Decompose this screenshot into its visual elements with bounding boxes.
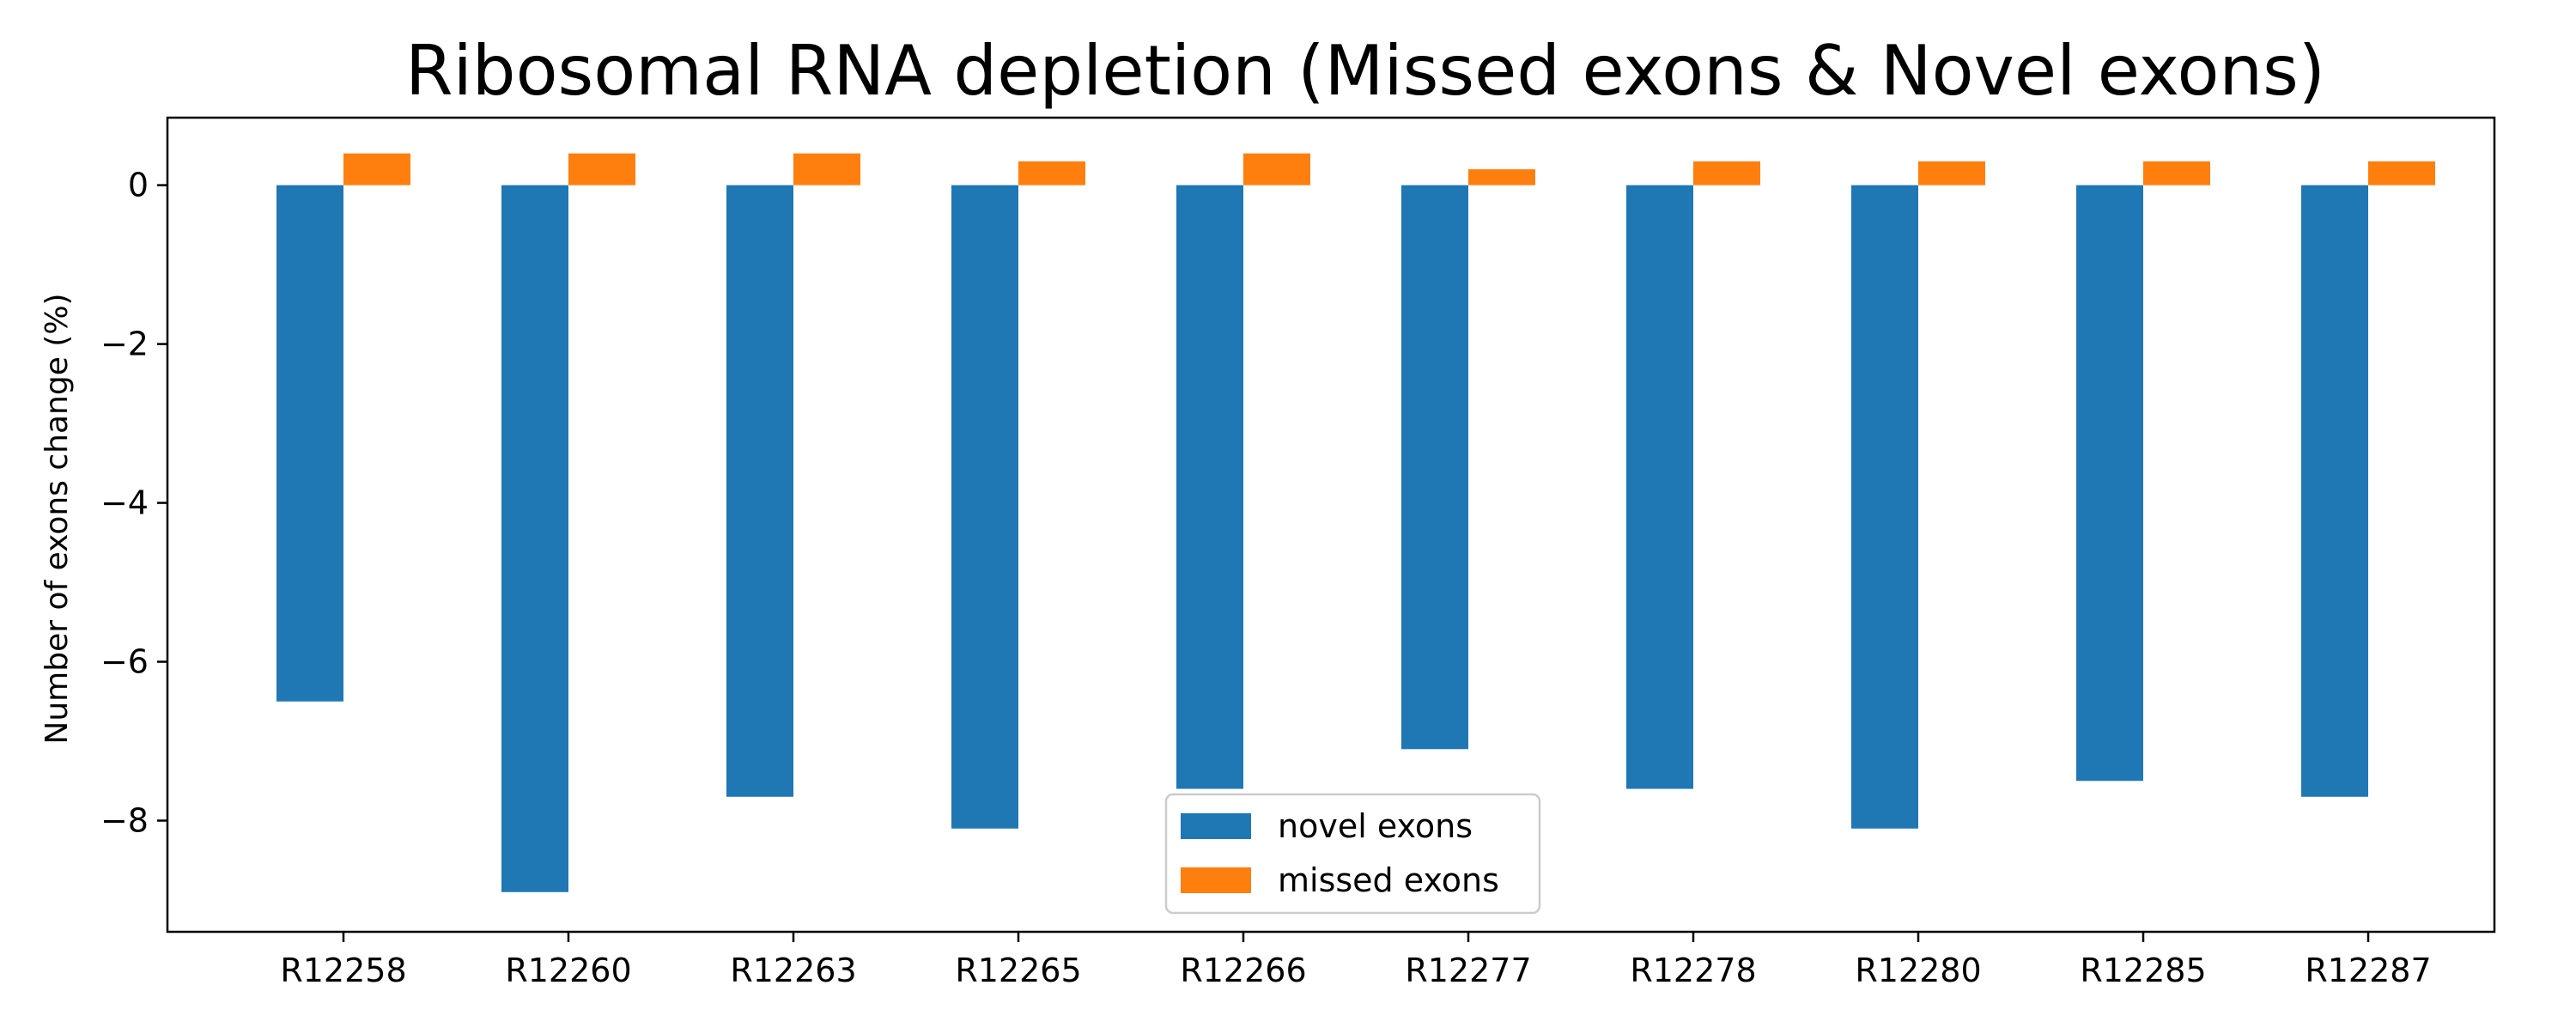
novel-exons-bar-R12260 [501,185,568,892]
legend-label-novel-exons: novel exons [1278,807,1473,845]
legend-swatch-missed-exons [1181,867,1251,893]
x-tick-label: R12278 [1630,952,1756,989]
y-axis-title: Number of exons change (%) [39,293,75,744]
ticks-layer: R12258 R12260 R12263 R12265 R12266 R12277 R122… [100,167,2432,989]
novel-exons-bar-R12280 [1851,185,1918,829]
x-tick-label: R12260 [505,952,631,989]
novel-exons-bar-R12285 [2076,185,2143,782]
x-tick-label: R12265 [955,952,1081,989]
plot-frame [166,116,2496,934]
novel-exons-bar-R12287 [2301,185,2368,797]
novel-exons-bar-R12266 [1176,185,1243,789]
legend-label-missed-exons: missed exons [1278,861,1499,899]
chart-title: Ribosomal RNA depletion (Missed exons & … [405,31,2325,111]
x-tick-label: R12277 [1405,952,1531,989]
y-tick-label: −4 [100,484,149,522]
missed-exons-bar-R12266 [1243,153,1310,186]
x-tick-label: R12280 [1855,952,1981,989]
missed-exons-bar-R12260 [568,153,635,186]
x-tick-label: R12263 [730,952,856,989]
x-tick-label: R12287 [2305,952,2431,989]
novel-exons-bar-R12265 [951,185,1018,829]
legend: novel exons missed exons [1164,793,1541,915]
missed-exons-bar-R12258 [343,153,410,186]
missed-exons-bar-R12280 [1918,161,1985,186]
legend-swatch-novel-exons [1181,813,1251,839]
missed-exons-bar-R12277 [1468,169,1535,186]
missed-exons-bar-R12285 [2143,161,2210,186]
bars-layer [276,153,2435,892]
x-tick-label: R12258 [280,952,406,989]
novel-exons-bar-R12278 [1626,185,1693,789]
legend-box [1164,793,1541,915]
x-tick-label: R12285 [2080,952,2206,989]
missed-exons-bar-R12287 [2368,161,2435,186]
missed-exons-bar-R12263 [793,153,860,186]
novel-exons-bar-R12258 [276,185,343,702]
novel-exons-bar-R12263 [726,185,793,797]
missed-exons-bar-R12278 [1693,161,1760,186]
y-tick-label: −6 [100,643,149,681]
novel-exons-bar-R12277 [1401,185,1468,750]
y-tick-label: 0 [128,167,149,204]
missed-exons-bar-R12265 [1018,161,1085,186]
y-tick-label: −8 [100,802,149,840]
y-tick-label: −2 [100,325,149,363]
x-tick-label: R12266 [1180,952,1306,989]
